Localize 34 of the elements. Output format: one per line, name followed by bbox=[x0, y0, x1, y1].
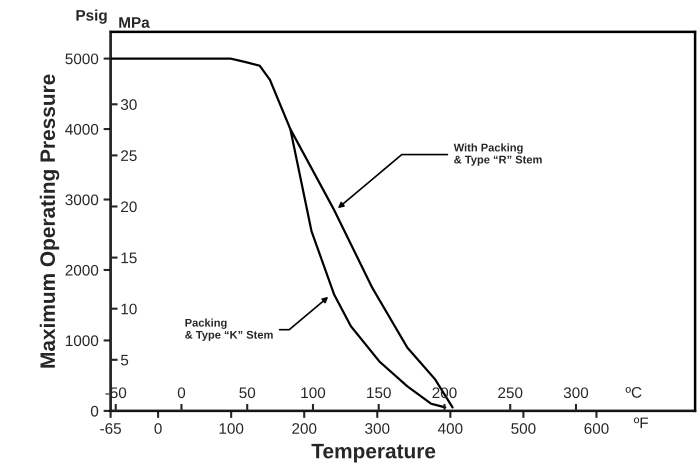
x-tick-label: 0 bbox=[154, 423, 162, 434]
y2-tick-label: 30 bbox=[120, 99, 137, 110]
y-tick-label: 3000 bbox=[65, 194, 98, 206]
y-tick-label: 0 bbox=[90, 406, 98, 417]
y2-axis-title: MPa bbox=[119, 17, 150, 28]
y2-tick-label: 10 bbox=[121, 304, 137, 314]
x-tick-label: 200 bbox=[292, 423, 316, 434]
y-tick-label: 5000 bbox=[65, 53, 98, 64]
y2-tick-label: 5 bbox=[120, 354, 128, 366]
x2-tick-label: 100 bbox=[301, 387, 326, 398]
y-axis-title: Maximum Operating Pressure bbox=[40, 74, 60, 368]
text: ºF bbox=[634, 417, 648, 428]
x2-axis-title: ºC bbox=[626, 386, 642, 398]
x2-tick-label: 150 bbox=[367, 387, 391, 398]
y2-tick-label: 20 bbox=[121, 201, 137, 212]
y-tick-label: 2000 bbox=[66, 264, 98, 276]
x-tick-label: -65 bbox=[100, 423, 121, 434]
y-tick-label: 1000 bbox=[66, 335, 98, 346]
x-tick-label: 100 bbox=[220, 423, 244, 434]
y2-tick-label: 25 bbox=[121, 150, 137, 162]
x-axis-title: Temperature bbox=[312, 444, 436, 463]
y2-tick-label: 15 bbox=[121, 252, 137, 264]
x-tick-label: 600 bbox=[584, 423, 609, 434]
x2-tick-label: 250 bbox=[498, 387, 522, 398]
x2-tick-label: 50 bbox=[239, 387, 256, 398]
x-tick-label: 400 bbox=[438, 423, 462, 434]
annotation: Packing & Type “K” Stem bbox=[185, 318, 273, 341]
x-tick-label: 500 bbox=[511, 423, 536, 434]
text: Psig bbox=[76, 10, 107, 24]
x2-tick-label: 0 bbox=[178, 387, 186, 398]
x-tick-label: 300 bbox=[365, 423, 390, 434]
annotation: With Packing & Type “R” Stem bbox=[454, 143, 542, 166]
y-tick-label: 4000 bbox=[65, 124, 98, 135]
x2-tick-label: 300 bbox=[564, 387, 588, 398]
